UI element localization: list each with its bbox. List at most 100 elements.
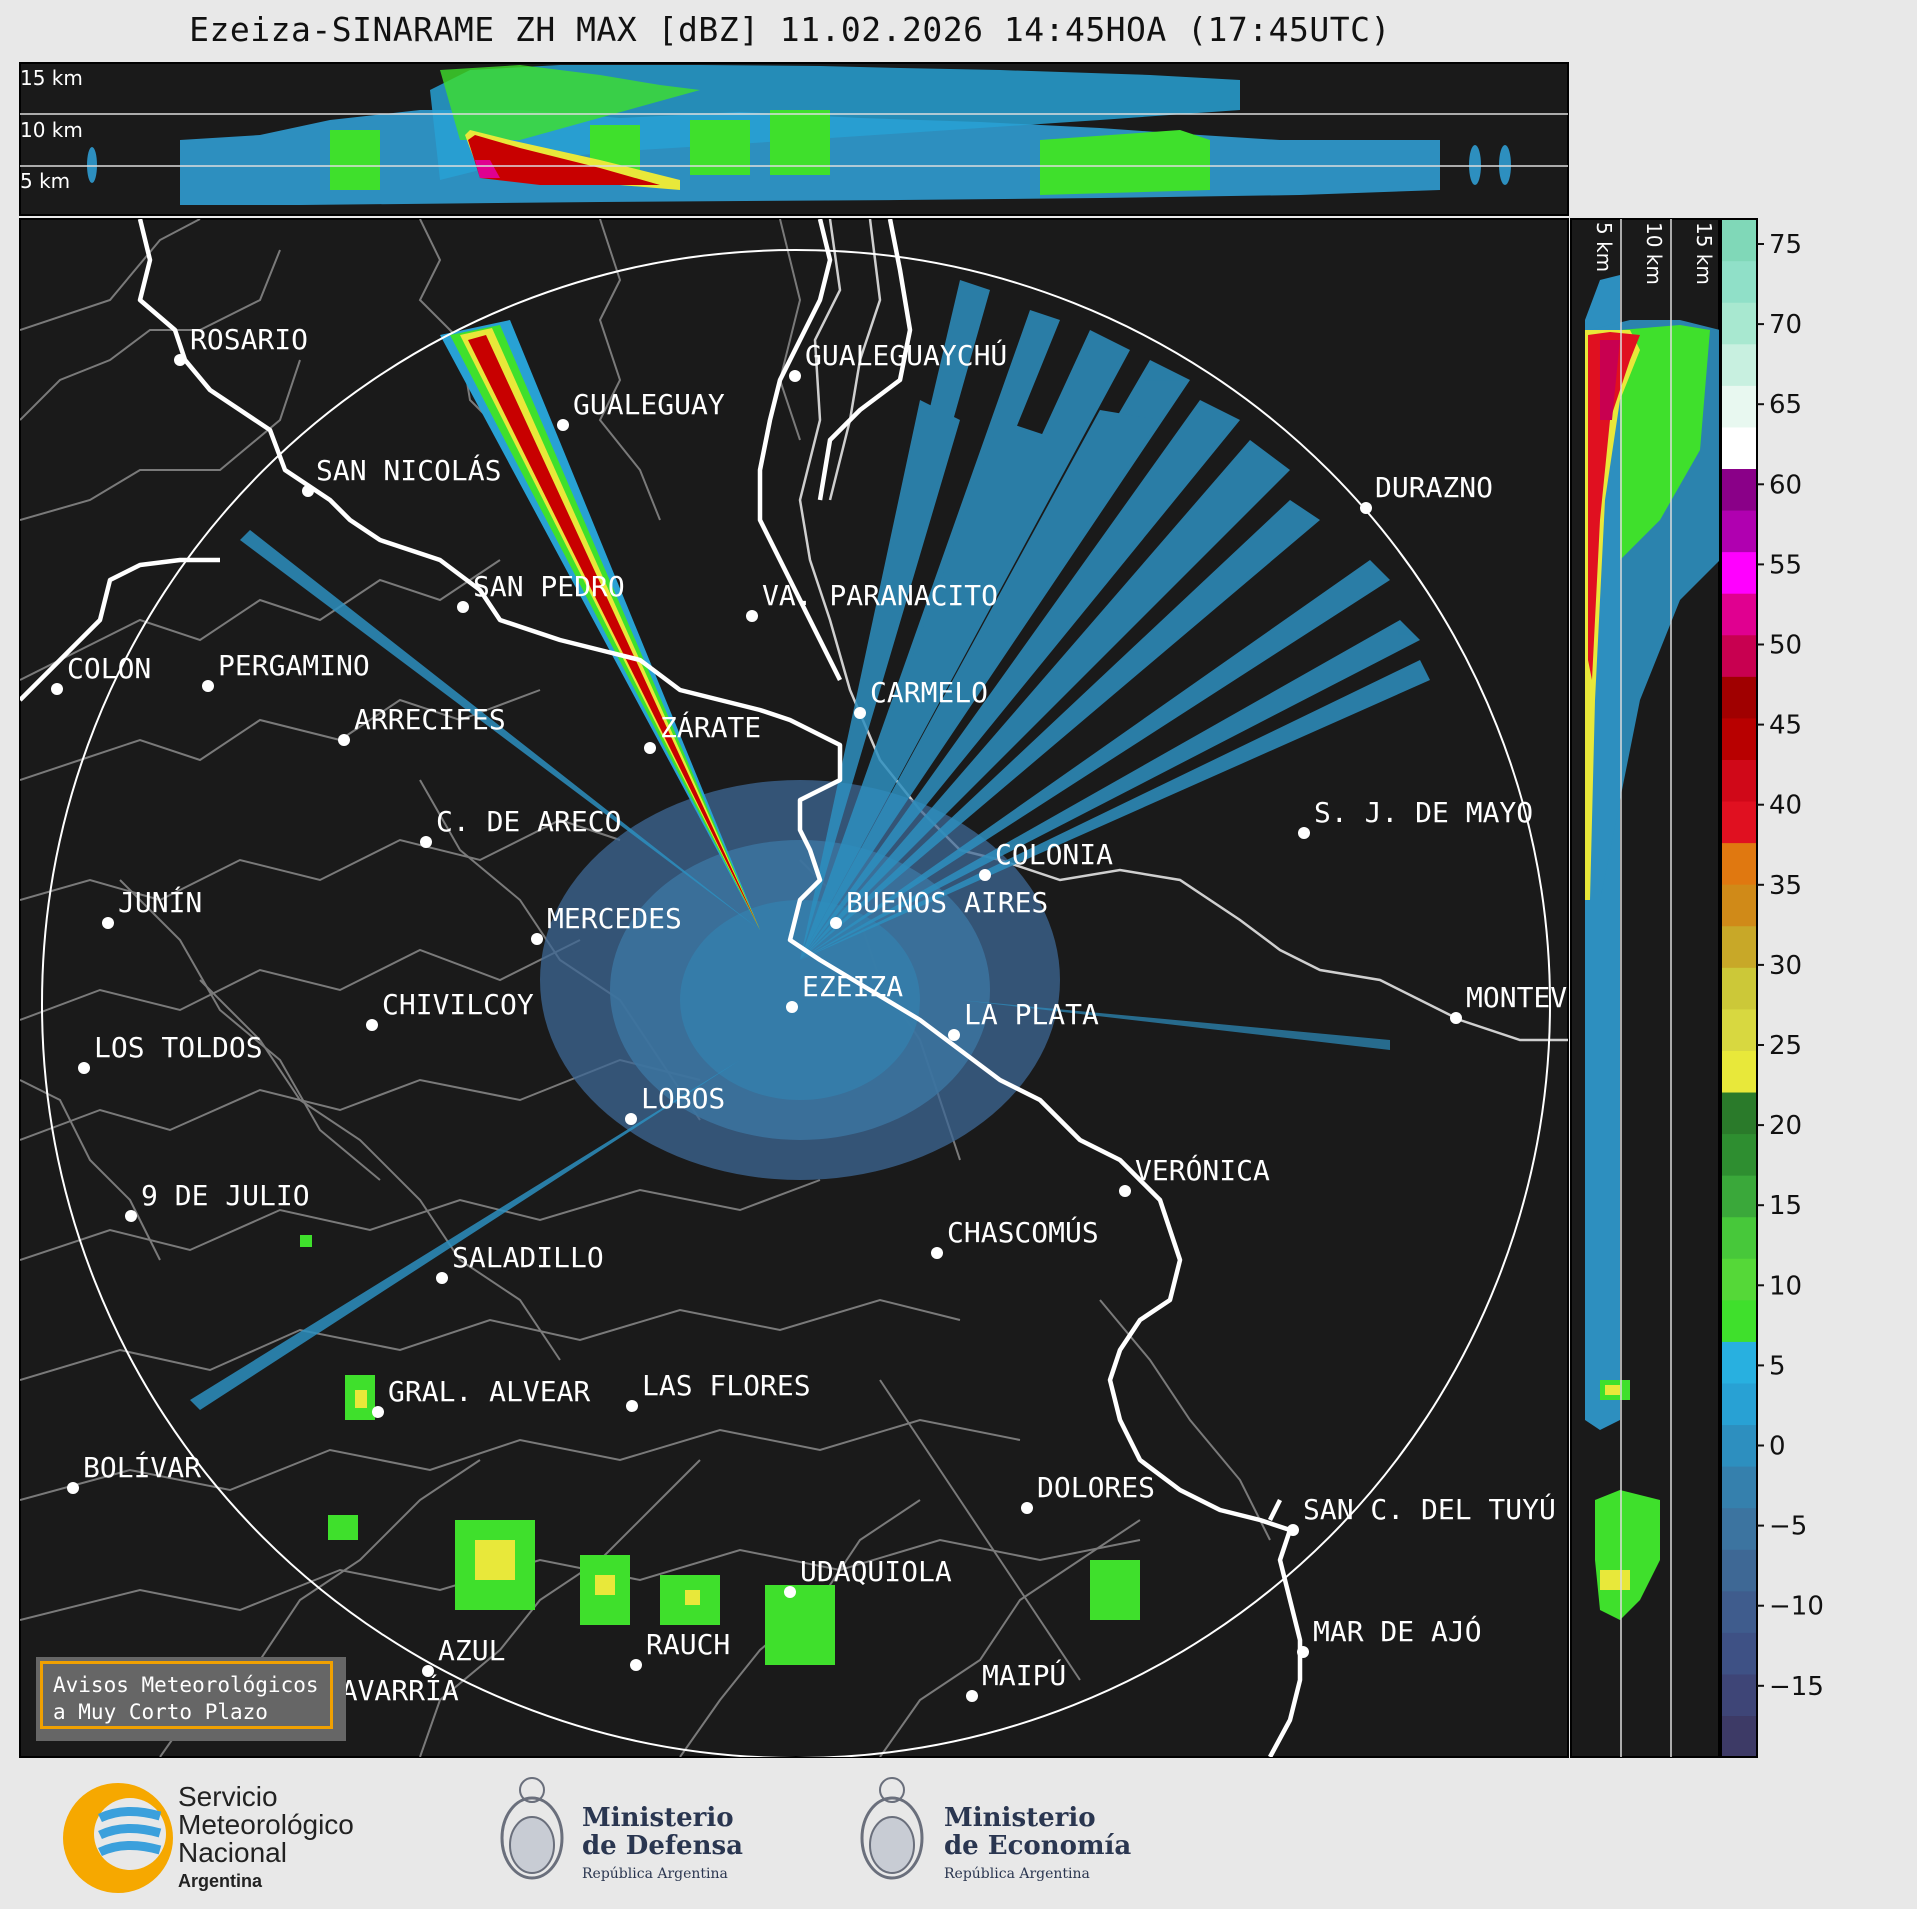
city-dot: [174, 354, 186, 366]
economia-line-1: Ministerio: [944, 1803, 1096, 1833]
city-label: PERGAMINO: [218, 649, 370, 682]
city-label: LAS FLORES: [642, 1369, 811, 1402]
city-dot: [626, 1400, 638, 1412]
city-dot: [302, 485, 314, 497]
city-dot: [1360, 502, 1372, 514]
colorbar-cell: [1721, 1549, 1757, 1592]
city-label: VA. PARANACITO: [762, 579, 998, 612]
city-label: LOS TOLDOS: [94, 1031, 263, 1064]
colorbar-tick-label: 50: [1769, 631, 1802, 661]
smn-line-1: Servicio: [178, 1781, 278, 1812]
city-dot: [630, 1659, 642, 1671]
city-label: C. DE ARECO: [436, 805, 621, 838]
defensa-line-3: República Argentina: [582, 1866, 728, 1882]
colorbar-tick-label: 55: [1769, 550, 1802, 580]
city-label: GUALEGUAYCHÚ: [805, 338, 1007, 372]
city-label: BOLÍVAR: [83, 1450, 201, 1484]
colorbar-cell: [1721, 676, 1757, 719]
colorbar-tick-label: 60: [1769, 470, 1802, 500]
colorbar-tick-label: 25: [1769, 1031, 1802, 1061]
colorbar-cell: [1721, 385, 1757, 428]
city-dot: [372, 1406, 384, 1418]
city-label: SAN PEDRO: [473, 570, 625, 603]
city-label: MERCEDES: [547, 902, 682, 935]
city-dot: [436, 1272, 448, 1284]
colorbar-cell: [1721, 509, 1757, 553]
colorbar-tick-label: 20: [1769, 1111, 1802, 1141]
city-dot: [51, 683, 63, 695]
economia-line-3: República Argentina: [944, 1866, 1090, 1882]
colorbar-tick-label: 15: [1769, 1191, 1802, 1221]
smn-logo-text: Servicio Meteorológico Nacional Argentin…: [178, 1783, 354, 1895]
colorbar-cell: [1721, 925, 1757, 968]
city-dot: [531, 933, 543, 945]
radar-echoes: [190, 280, 1430, 1665]
smn-line-3: Nacional: [178, 1837, 287, 1868]
colorbar-cell: [1721, 260, 1757, 303]
legend-line-1: Avisos Meteorológicos: [53, 1673, 319, 1697]
top-height-panel: 15 km 10 km 5 km: [19, 62, 1569, 216]
colorbar-tick-label: 45: [1769, 711, 1802, 741]
city-dot: [784, 1586, 796, 1598]
chart-title: Ezeiza-SINARAME ZH MAX [dBZ] 11.02.2026 …: [189, 10, 1391, 49]
colorbar-tick-label: −10: [1769, 1592, 1824, 1622]
colorbar-tick-label: 35: [1769, 871, 1802, 901]
city-dot: [125, 1210, 137, 1222]
city-dot: [830, 917, 842, 929]
city-dot: [854, 707, 866, 719]
city-label: ROSARIO: [190, 323, 308, 356]
city-label: AZUL: [438, 1634, 505, 1667]
colorbar-cell: [1721, 759, 1757, 802]
smn-line-4: Argentina: [178, 1871, 263, 1891]
defensa-line-2: de Defensa: [582, 1831, 743, 1861]
range-ring: [41, 249, 1551, 1757]
side-label-5km: 5 km: [1592, 222, 1616, 272]
colorbar-cell: [1721, 426, 1757, 470]
city-label: UDAQUIOLA: [800, 1555, 952, 1588]
city-dot: [644, 742, 656, 754]
city-dot: [457, 601, 469, 613]
side-label-15km: 15 km: [1692, 222, 1716, 285]
city-dot: [789, 370, 801, 382]
city-label: SALADILLO: [452, 1241, 604, 1274]
colorbar-cell: [1721, 1299, 1757, 1342]
city-label: GRAL. ALVEAR: [388, 1375, 590, 1408]
city-dot: [420, 836, 432, 848]
city-dot: [1119, 1185, 1131, 1197]
city-label: COLONIA: [995, 838, 1113, 871]
colorbar-cell: [1721, 842, 1757, 885]
city-dot: [948, 1029, 960, 1041]
side-height-panel: 5 km 10 km 15 km: [1570, 218, 1720, 1758]
colorbar-cell: [1721, 634, 1757, 677]
city-label: SAN NICOLÁS: [316, 453, 501, 487]
city-label: ZÁRATE: [660, 710, 761, 744]
colorbar-cell: [1721, 302, 1757, 345]
city-label: CHIVILCOY: [382, 988, 534, 1021]
colorbar-cell: [1721, 1216, 1757, 1259]
colorbar-cell: [1721, 1382, 1757, 1426]
defensa-line-1: Ministerio: [582, 1803, 734, 1833]
city-label: SAN C. DEL TUYÚ: [1303, 1492, 1556, 1526]
colorbar-cell: [1721, 1424, 1757, 1467]
city-label: RAUCH: [646, 1628, 730, 1661]
top-label-5km: 5 km: [20, 169, 70, 193]
colorbar-cell: [1721, 593, 1757, 636]
map-panel: ROSARIO GUALEGUAYCHÚ GUALEGUAY SAN NICOLÁS D…: [19, 218, 1569, 1758]
top-label-10km: 10 km: [20, 118, 83, 142]
city-label: COLON: [67, 652, 151, 685]
smn-line-2: Meteorológico: [178, 1809, 354, 1840]
colorbar-cell: [1721, 967, 1757, 1010]
colorbar-cell: [1721, 1632, 1757, 1675]
city-dot: [931, 1247, 943, 1259]
side-label-10km: 10 km: [1642, 222, 1666, 285]
city-dot: [746, 610, 758, 622]
defensa-coat-of-arms-icon: [500, 1777, 564, 1880]
economia-line-2: de Economía: [944, 1831, 1132, 1861]
city-markers: ROSARIO GUALEGUAYCHÚ GUALEGUAY SAN NICOLÁS D…: [51, 323, 1567, 1717]
colorbar-cell: [1721, 551, 1757, 594]
city-dot: [979, 869, 991, 881]
city-dot: [78, 1062, 90, 1074]
city-dot: [1298, 827, 1310, 839]
colorbar-tick-label: 40: [1769, 791, 1802, 821]
city-dot: [1287, 1524, 1299, 1536]
